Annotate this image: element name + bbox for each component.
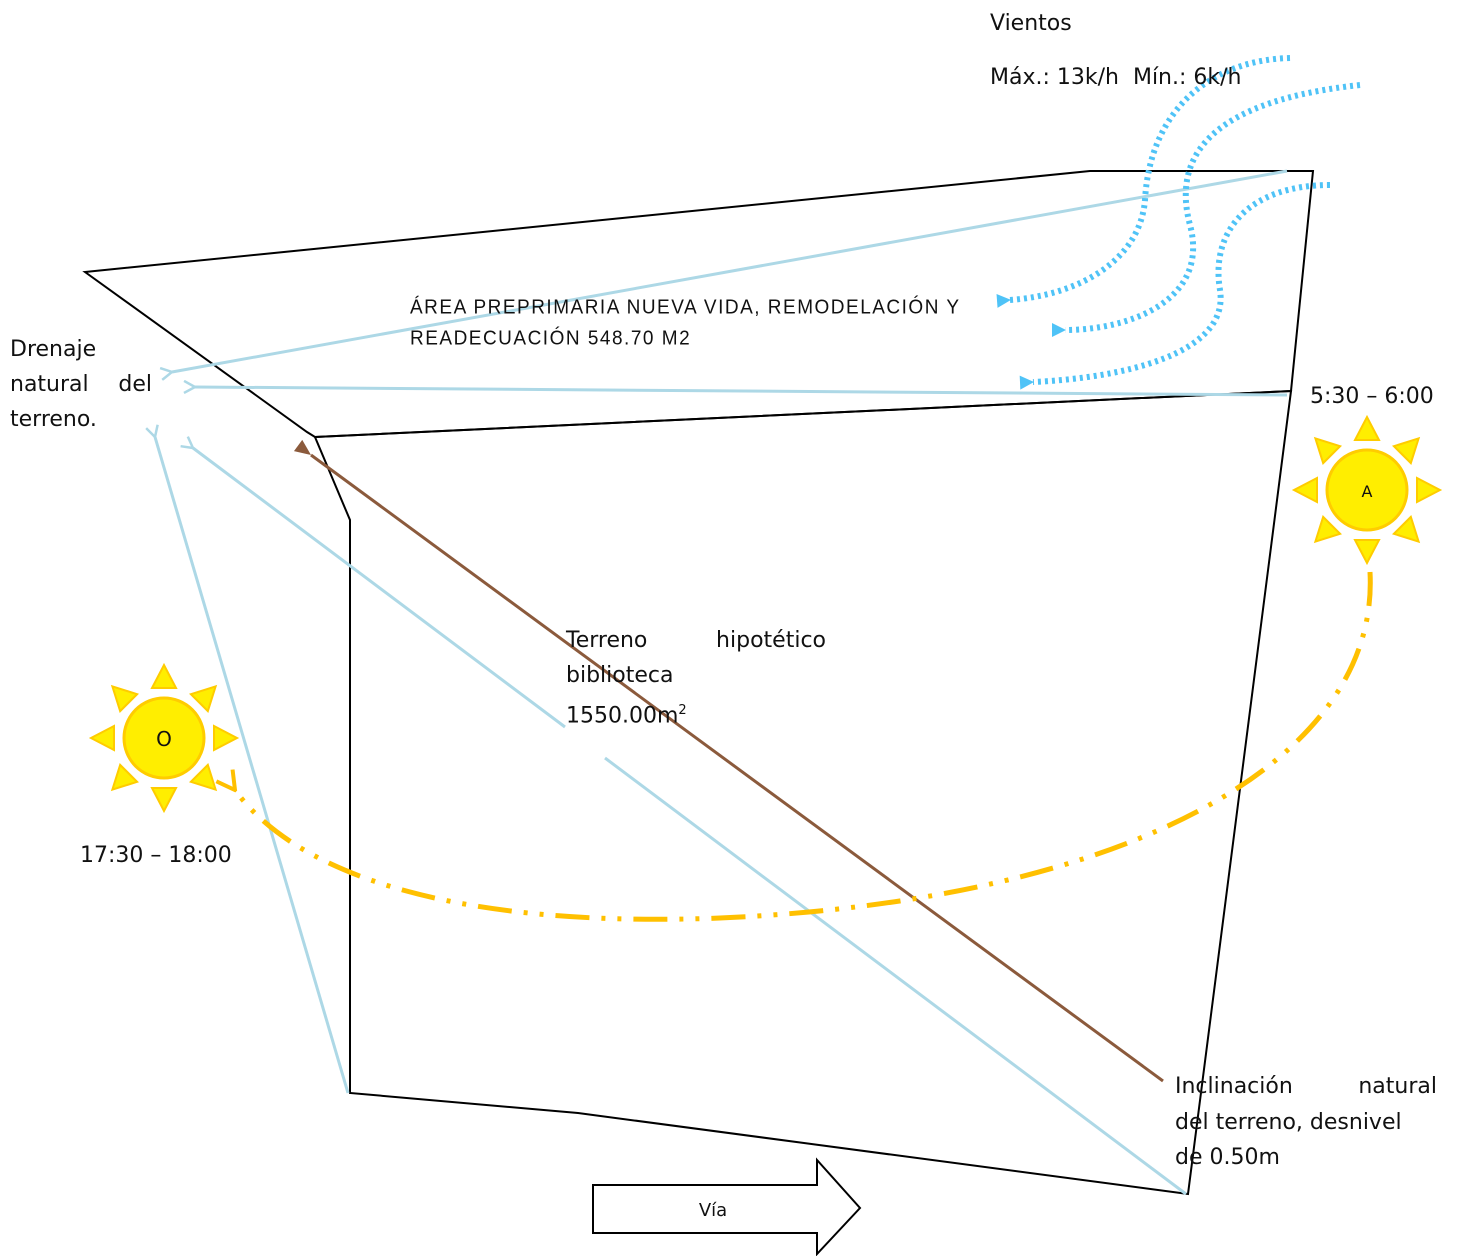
area-title-line2: READECUACIÓN 548.70 M2 (410, 327, 692, 350)
terrain-label-line1: Terreno hipotético (566, 628, 826, 653)
area-title-line1: ÁREA PREPRIMARIA NUEVA VIDA, REMODELACIÓ… (410, 296, 961, 319)
wind-arrow-3 (1019, 182, 1331, 390)
drainage-arrow-top (172, 169, 1288, 372)
winds-speed: Máx.: 13k/h Mín.: 6k/h (990, 65, 1242, 90)
west-sun-letter: O (156, 727, 172, 751)
terrain-label-line3: 1550.00m2 (566, 693, 687, 734)
road-label: Vía (699, 1200, 727, 1221)
terrain-area-value: 1550.00m (566, 703, 679, 729)
drainage-arrow-diagonal-upper (193, 448, 566, 729)
road-arrow-icon: Vía (592, 1157, 862, 1256)
wind-arrows (996, 55, 1361, 390)
wind-arrow-2 (1051, 82, 1361, 338)
slope-arrow (293, 439, 1164, 1083)
sunset-time: 17:30 – 18:00 (80, 843, 232, 868)
east-sun-letter: A (1362, 482, 1373, 501)
wind-arrow-1 (996, 55, 1291, 308)
drainage-arrow-diagonal-lower (604, 756, 1187, 1196)
lower-lot-outline (313, 389, 1293, 1196)
winds-title: Vientos (990, 11, 1072, 36)
east-sun-icon: A (1291, 414, 1443, 566)
sunrise-time: 5:30 – 6:00 (1310, 384, 1434, 409)
west-sun-icon: O (88, 662, 240, 814)
terrain-label-line2: biblioteca (566, 663, 674, 688)
slope-label-line3: de 0.50m (1175, 1145, 1280, 1170)
sun-path-arrow (235, 571, 1373, 922)
drainage-label-line1: Drenaje (10, 337, 97, 362)
drainage-label-line3: terreno. (10, 407, 97, 432)
drainage-label-line2: natural del (10, 372, 152, 397)
drainage-arrow-middle (195, 387, 1288, 397)
terrain-area-unit-sup: 2 (678, 703, 687, 718)
drainage-arrows (155, 169, 1288, 1196)
drainage-arrow-left (155, 437, 350, 1094)
slope-label-line1: Inclinación natural (1175, 1074, 1437, 1099)
slope-label-line2: del terreno, desnivel (1175, 1110, 1402, 1135)
